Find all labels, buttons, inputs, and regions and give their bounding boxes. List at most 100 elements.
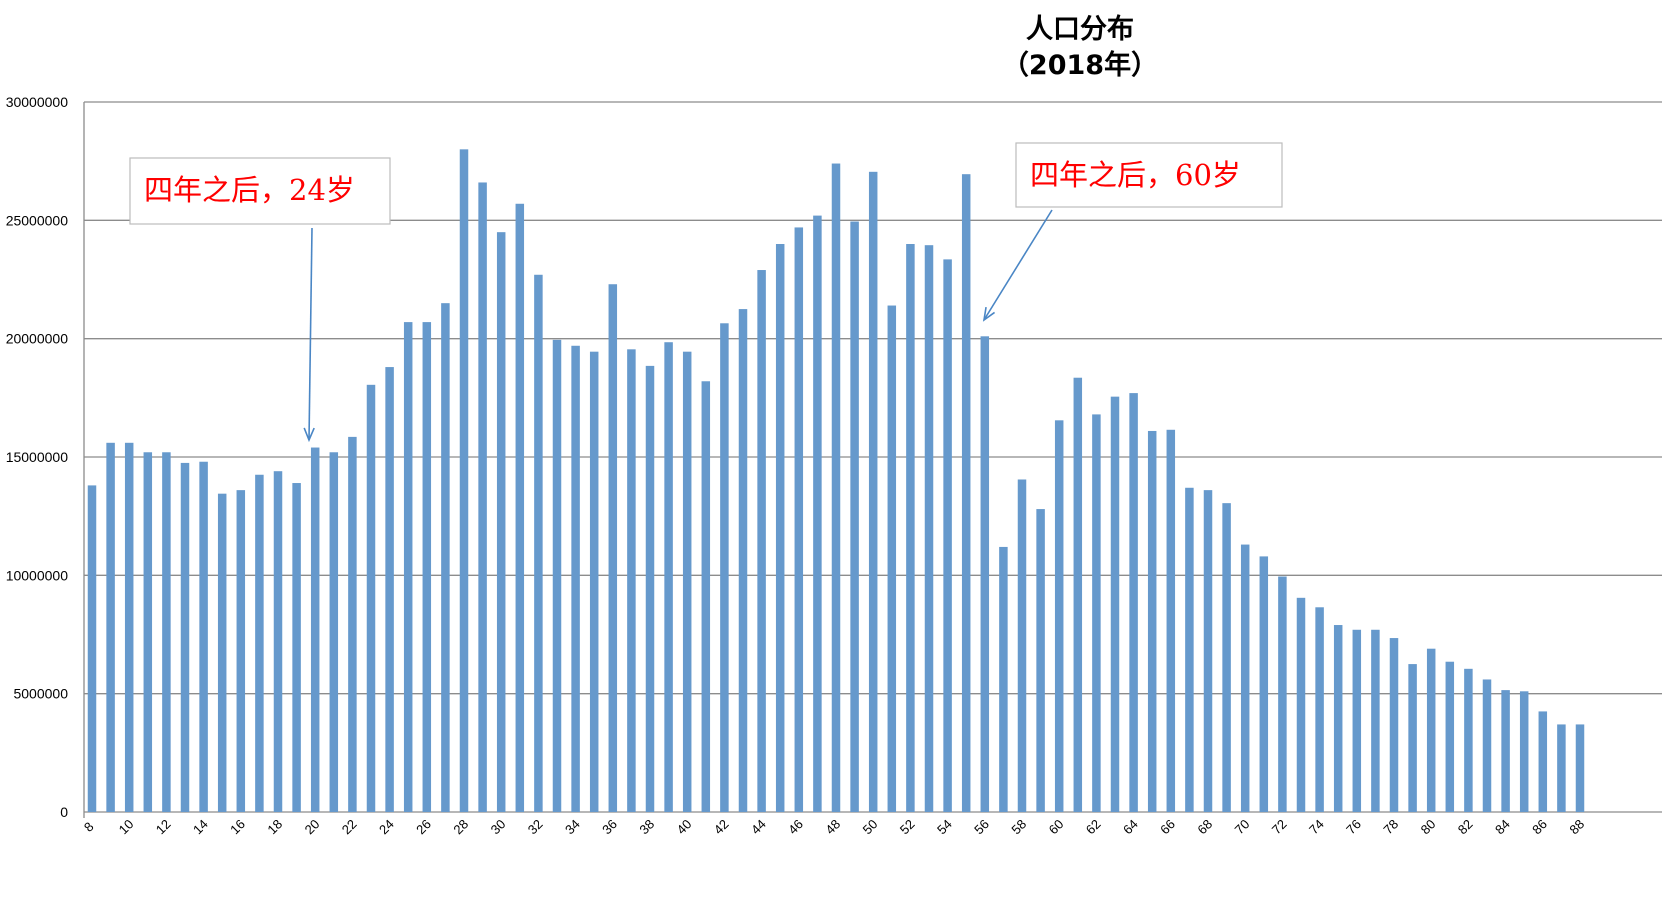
- bar-age-78: [1389, 638, 1399, 812]
- bar-age-52: [906, 244, 915, 812]
- bar-age-29: [478, 182, 487, 812]
- x-tick-label: 64: [1120, 816, 1141, 837]
- bar-age-58: [1017, 479, 1027, 812]
- x-tick-label: 86: [1529, 816, 1550, 837]
- x-tick-label: 74: [1306, 816, 1327, 837]
- bar-age-22: [348, 436, 357, 812]
- y-tick-label: 15000000: [6, 449, 69, 465]
- bar-age-39: [664, 342, 673, 812]
- bar-age-18: [273, 471, 283, 812]
- x-tick-label: 30: [488, 816, 509, 837]
- y-axis-ticks: 0 5000000 10000000 15000000 20000000 25000000…: [6, 94, 69, 820]
- x-tick-label: 22: [339, 816, 360, 837]
- bar-age-20: [310, 447, 320, 812]
- bar-age-70: [1240, 544, 1250, 812]
- bar-age-33: [552, 339, 562, 812]
- bar-age-35: [589, 351, 599, 812]
- bar-age-36: [608, 284, 618, 812]
- annotations: 四年之后，24岁 四年之后，60岁: [129, 142, 1283, 443]
- bar-age-62: [1092, 414, 1101, 812]
- bar-age-66: [1166, 429, 1176, 812]
- bar-age-83: [1482, 679, 1492, 812]
- bar-age-8: [87, 485, 97, 812]
- bar-age-54: [943, 259, 952, 813]
- bar-age-10: [124, 442, 134, 812]
- x-tick-label: 68: [1194, 816, 1215, 837]
- callout-arrowhead: [303, 427, 315, 443]
- x-tick-label: 12: [153, 816, 174, 837]
- bar-age-31: [515, 203, 525, 812]
- bar-age-40: [682, 351, 692, 812]
- bar-age-32: [534, 274, 543, 812]
- bar-age-9: [106, 442, 115, 812]
- x-tick-label: 60: [1046, 816, 1067, 837]
- bar-age-45: [775, 244, 785, 812]
- x-tick-label: 58: [1008, 816, 1029, 837]
- bar-age-25: [403, 322, 413, 812]
- x-tick-label: 46: [785, 816, 806, 837]
- bar-age-46: [794, 227, 804, 812]
- bar-age-43: [738, 309, 748, 812]
- x-tick-label: 34: [562, 816, 583, 837]
- bar-age-17: [255, 474, 264, 812]
- bar-age-13: [180, 462, 190, 812]
- bar-age-59: [1036, 509, 1045, 812]
- x-axis-ticks: 8 10 12 14 16 18 20 22 24 26 28 30 32 34 36 38 40 42 44 46 4…: [81, 816, 1587, 837]
- bar-age-81: [1445, 661, 1455, 812]
- x-tick-label: 56: [971, 816, 992, 837]
- bar-age-30: [496, 232, 506, 812]
- x-tick-label: 20: [302, 816, 323, 837]
- x-tick-label: 42: [711, 816, 732, 837]
- x-tick-label: 24: [376, 816, 397, 837]
- callout-text: 四年之后，60岁: [1030, 158, 1241, 192]
- bars: [87, 149, 1585, 813]
- x-tick-label: 78: [1380, 816, 1401, 837]
- bar-age-26: [422, 322, 432, 812]
- x-tick-label: 18: [264, 816, 285, 837]
- x-tick-label: 26: [413, 816, 434, 837]
- bar-age-85: [1519, 691, 1529, 812]
- bar-age-64: [1129, 393, 1138, 812]
- bar-age-38: [645, 365, 655, 812]
- bar-age-51: [887, 305, 897, 812]
- bar-age-68: [1203, 490, 1213, 812]
- x-tick-label: 52: [897, 816, 918, 837]
- bar-age-23: [366, 384, 376, 812]
- y-tick-label: 5000000: [13, 686, 68, 702]
- x-tick-label: 10: [116, 816, 137, 837]
- x-tick-label: 44: [748, 816, 769, 837]
- x-tick-label: 28: [450, 816, 471, 837]
- bar-age-34: [571, 345, 580, 812]
- bar-age-28: [459, 149, 469, 813]
- bar-age-12: [162, 452, 171, 812]
- bar-age-73: [1296, 597, 1306, 812]
- callout-arrow: [983, 209, 1053, 321]
- bar-age-77: [1371, 629, 1380, 812]
- bar-age-16: [236, 490, 246, 812]
- x-tick-label: 16: [227, 816, 248, 837]
- y-tick-label: 10000000: [6, 567, 69, 583]
- chart-title: 人口分布: [1026, 14, 1134, 45]
- bar-age-76: [1352, 629, 1362, 812]
- bar-age-57: [999, 546, 1008, 812]
- bar-age-63: [1110, 396, 1120, 812]
- bar-age-47: [813, 215, 822, 813]
- x-tick-label: 54: [934, 816, 955, 837]
- x-tick-label: 36: [599, 816, 620, 837]
- bar-age-84: [1501, 690, 1510, 812]
- bar-age-37: [627, 349, 636, 812]
- callout-box: [129, 157, 391, 225]
- x-tick-label: 82: [1455, 816, 1476, 837]
- bar-age-44: [757, 270, 766, 812]
- x-tick-label: 72: [1269, 816, 1290, 837]
- x-tick-label: 14: [190, 816, 211, 837]
- y-tick-label: 0: [60, 804, 68, 820]
- x-tick-label: 32: [525, 816, 546, 837]
- x-tick-label: 50: [860, 816, 881, 837]
- bar-age-50: [868, 171, 878, 813]
- bar-age-65: [1147, 430, 1157, 812]
- x-tick-label: 84: [1492, 816, 1513, 837]
- bar-age-74: [1315, 607, 1324, 812]
- x-tick-label: 76: [1343, 816, 1364, 837]
